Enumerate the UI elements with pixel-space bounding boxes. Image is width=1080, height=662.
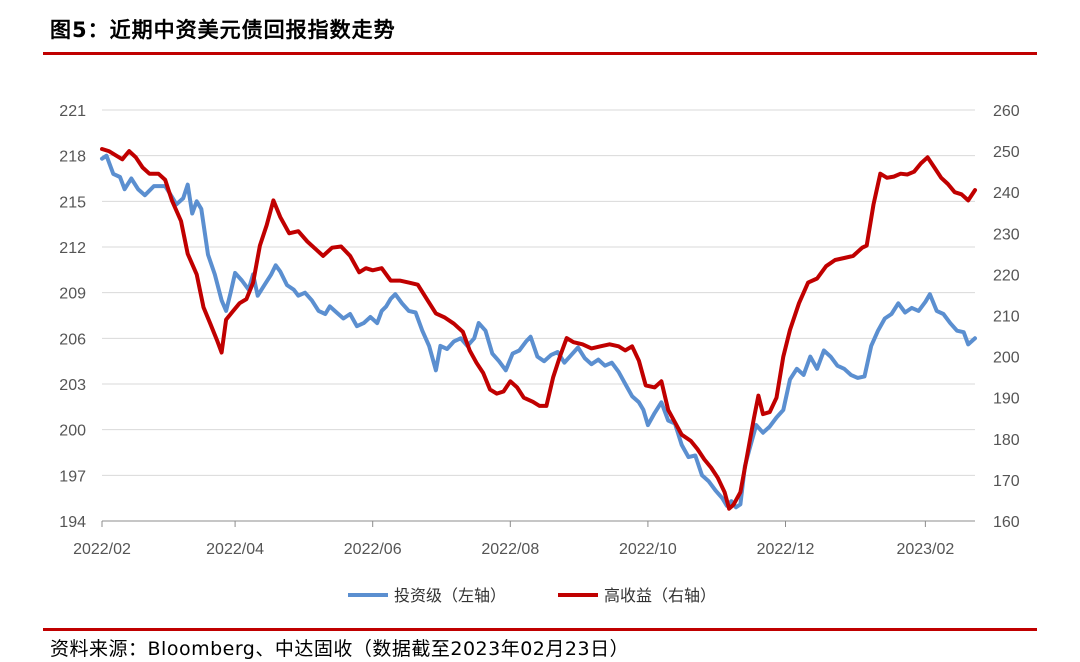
y-left-tick-label: 200 [59,423,86,440]
y-left-tick-label: 194 [59,514,86,531]
series-line-investment-grade [100,153,977,510]
x-tick-label: 2022/08 [481,541,539,558]
y-right-tick-label: 260 [993,103,1020,120]
x-tick-label: 2022/04 [206,541,264,558]
y-right-tick-label: 160 [993,514,1020,531]
x-tick-label: 2023/02 [896,541,954,558]
y-left-tick-label: 197 [59,468,86,485]
top-divider [43,52,1037,55]
y-left-tick-label: 206 [59,331,86,348]
legend-label: 高收益（右轴） [604,586,716,605]
series-line-high-yield [100,147,977,511]
y-left-tick-label: 212 [59,240,86,257]
x-tick-label: 2022/02 [73,541,131,558]
y-right-tick-label: 200 [993,350,1020,367]
bottom-divider [43,628,1037,631]
y-right-tick-label: 210 [993,309,1020,326]
source-note: 资料来源：Bloomberg、中达固收（数据截至2023年02月23日） [50,638,630,660]
y-right-tick-label: 190 [993,391,1020,408]
y-left-tick-label: 203 [59,377,86,394]
y-right-tick-label: 180 [993,432,1020,449]
legend-label: 投资级（左轴） [394,586,506,605]
y-right-tick-label: 240 [993,185,1020,202]
chart-svg: 194 197 200 203 206 209 212 215 218 221 160 170 180 1… [59,103,1020,605]
x-tick-label: 2022/10 [619,541,677,558]
y-right-tick-label: 220 [993,267,1020,284]
y-right-tick-label: 250 [993,144,1020,161]
y-right-tick-label: 230 [993,226,1020,243]
x-tick-label: 2022/06 [344,541,402,558]
y-right-tick-label: 170 [993,473,1020,490]
y-left-tick-label: 215 [59,194,86,211]
chart-title: 图5：近期中资美元债回报指数走势 [50,18,396,42]
y-left-tick-label: 218 [59,149,86,166]
y-left-tick-label: 209 [59,286,86,303]
x-tick-label: 2022/12 [757,541,815,558]
y-left-tick-label: 221 [59,103,86,120]
